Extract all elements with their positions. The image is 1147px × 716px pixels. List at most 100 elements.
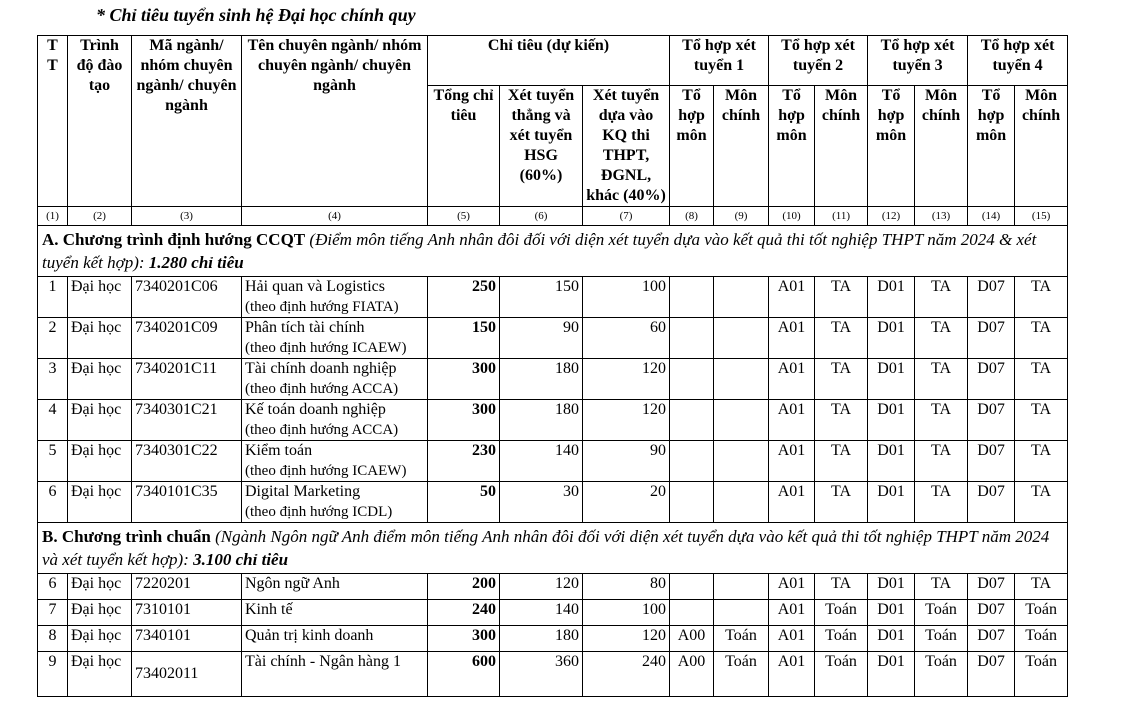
row-ten: Tài chính doanh nghiệp (theo định hướng A…	[241, 358, 428, 400]
header-to-hop-mon: Tổ hợp môn	[669, 85, 715, 207]
row-to-hop-1: A00	[669, 625, 715, 652]
section-label: A. Chương trình định hướng CCQT	[42, 230, 306, 249]
column-number: (14)	[967, 206, 1016, 226]
row-kq: 120	[581, 358, 671, 400]
row-thang: 140	[499, 440, 583, 482]
row-to-hop-4: D07	[967, 317, 1016, 359]
header-ten: Tên chuyên ngành/ nhóm chuyên ngành/ chu…	[241, 35, 428, 207]
row-ma-nganh: 7310101	[131, 599, 242, 626]
specialization-name: Quản trị kinh doanh	[245, 627, 374, 644]
row-kq: 90	[581, 440, 671, 482]
row-trinh-do: Đại học	[67, 481, 132, 523]
row-kq: 100	[581, 276, 671, 318]
row-tong: 300	[427, 625, 500, 652]
row-mon-1	[713, 317, 770, 359]
row-to-hop-2: A01	[768, 440, 816, 482]
row-kq: 100	[581, 599, 671, 626]
row-tt: 6	[37, 573, 68, 600]
header-trinh-do: Trình độ đào tạo	[67, 35, 132, 207]
row-tong: 600	[427, 651, 500, 697]
row-mon-4: TA	[1014, 440, 1069, 482]
row-thang: 180	[499, 625, 583, 652]
section-total: 1.280 chỉ tiêu	[148, 253, 244, 272]
row-kq: 120	[581, 625, 671, 652]
section-label: B. Chương trình chuẩn	[42, 527, 211, 546]
table-row: 6 Đại học 7340101C35 Digital Marketing (theo…	[37, 481, 1069, 523]
row-mon-2: TA	[814, 276, 869, 318]
specialization-orientation: (theo định hướng ICAEW)	[245, 340, 407, 356]
specialization-name: Digital Marketing	[245, 483, 361, 500]
row-thang: 180	[499, 358, 583, 400]
row-thang: 30	[499, 481, 583, 523]
column-number: (5)	[427, 206, 500, 226]
row-mon-2: TA	[814, 399, 869, 441]
column-number: (13)	[914, 206, 969, 226]
section-a-heading: A. Chương trình định hướng CCQT (Điểm mô…	[36, 225, 1069, 277]
row-to-hop-2: A01	[768, 573, 816, 600]
section-note: (Điểm môn tiếng Anh nhân đôi đối với diệ…	[42, 230, 1037, 272]
row-tong: 50	[427, 481, 500, 523]
specialization-name: Phân tích tài chính	[245, 319, 365, 336]
row-trinh-do: Đại học	[67, 573, 132, 600]
column-number: (9)	[713, 206, 770, 226]
header-tt: T T	[37, 35, 68, 207]
row-mon-3: TA	[914, 481, 969, 523]
row-mon-4: Toán	[1014, 651, 1069, 697]
row-to-hop-4: D07	[967, 651, 1016, 697]
row-thang: 180	[499, 399, 583, 441]
row-ma-nganh: 7340201C09	[131, 317, 242, 359]
row-to-hop-3: D01	[867, 625, 916, 652]
row-trinh-do: Đại học	[67, 599, 132, 626]
column-number: (4)	[241, 206, 428, 226]
row-ma-nganh: 7340101	[131, 625, 242, 652]
row-to-hop-3: D01	[867, 440, 916, 482]
row-mon-1	[713, 399, 770, 441]
row-ten: Tài chính - Ngân hàng 1	[241, 651, 428, 697]
table-row: 7 Đại học 7310101 Kinh tế 240 140 100 A01 Toán D0…	[37, 599, 1069, 626]
row-thang: 150	[499, 276, 583, 318]
table-row: 3 Đại học 7340201C11 Tài chính doanh nghiệp…	[37, 358, 1069, 400]
table-row: 4 Đại học 7340301C21 Kế toán doanh nghiệp (t…	[37, 399, 1069, 441]
header-to-hop-1: Tổ hợp xét tuyển 1	[669, 35, 770, 86]
column-number: (11)	[814, 206, 869, 226]
header-ma-nganh: Mã ngành/ nhóm chuyên ngành/ chuyên ngàn…	[131, 35, 242, 207]
row-to-hop-3: D01	[867, 651, 916, 697]
row-to-hop-4: D07	[967, 599, 1016, 626]
row-ten: Kinh tế	[241, 599, 428, 626]
table-row: 9 Đại học 73402011 Tài chính - Ngân hàng 1 6…	[37, 651, 1069, 697]
row-ma-nganh: 7340201C11	[131, 358, 242, 400]
row-mon-3: Toán	[914, 625, 969, 652]
row-mon-4: TA	[1014, 481, 1069, 523]
row-ma-nganh: 7340301C21	[131, 399, 242, 441]
header-mon-chinh: Môn chính	[1014, 85, 1069, 207]
row-to-hop-3: D01	[867, 599, 916, 626]
row-tong: 300	[427, 399, 500, 441]
row-to-hop-1	[669, 317, 715, 359]
column-number: (6)	[499, 206, 583, 226]
row-tong: 240	[427, 599, 500, 626]
row-tt: 5	[37, 440, 68, 482]
row-to-hop-2: A01	[768, 625, 816, 652]
row-mon-4: TA	[1014, 358, 1069, 400]
row-tt: 7	[37, 599, 68, 626]
row-tong: 300	[427, 358, 500, 400]
row-to-hop-2: A01	[768, 399, 816, 441]
row-mon-2: Toán	[814, 651, 869, 697]
row-mon-2: TA	[814, 440, 869, 482]
row-tt: 3	[37, 358, 68, 400]
specialization-name: Kinh tế	[245, 601, 293, 618]
header-kq: Xét tuyển dựa vào KQ thi THPT, ĐGNL, khá…	[581, 85, 671, 207]
row-to-hop-2: A01	[768, 317, 816, 359]
header-mon-chinh: Môn chính	[914, 85, 969, 207]
row-to-hop-1	[669, 573, 715, 600]
header-to-hop-3: Tổ hợp xét tuyển 3	[867, 35, 969, 86]
row-kq: 80	[581, 573, 671, 600]
row-to-hop-4: D07	[967, 625, 1016, 652]
row-tt: 8	[37, 625, 68, 652]
row-to-hop-1	[669, 440, 715, 482]
header-tong: Tổng chỉ tiêu	[427, 85, 500, 207]
row-to-hop-3: D01	[867, 317, 916, 359]
row-ten: Kiểm toán (theo định hướng ICAEW)	[241, 440, 428, 482]
row-mon-1: Toán	[713, 651, 770, 697]
row-trinh-do: Đại học	[67, 317, 132, 359]
